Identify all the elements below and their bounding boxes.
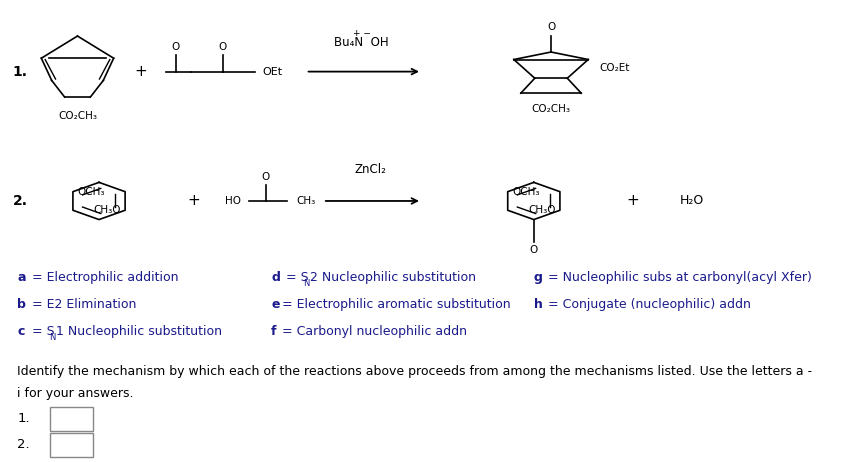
Text: O: O (219, 43, 227, 52)
Text: 1 Nucleophilic substitution: 1 Nucleophilic substitution (56, 325, 222, 338)
Text: 2.: 2. (17, 438, 30, 451)
FancyBboxPatch shape (50, 407, 93, 431)
FancyBboxPatch shape (50, 433, 93, 457)
Text: 1.: 1. (13, 65, 28, 79)
Text: = S: = S (28, 325, 54, 338)
Text: + −: + − (353, 30, 370, 38)
Text: 2.: 2. (13, 194, 28, 208)
Text: = Nucleophilic subs at carbonyl(acyl Xfer): = Nucleophilic subs at carbonyl(acyl Xfe… (544, 271, 812, 284)
Text: CH₃O: CH₃O (528, 205, 555, 215)
Text: = Electrophilic aromatic substitution: = Electrophilic aromatic substitution (282, 298, 511, 311)
Text: O: O (547, 22, 555, 32)
Text: O: O (171, 43, 180, 52)
Text: c: c (17, 325, 25, 338)
Text: h: h (534, 298, 542, 311)
Text: CO₂CH₃: CO₂CH₃ (531, 104, 571, 115)
Text: N: N (303, 279, 309, 288)
Text: Identify the mechanism by which each of the reactions above proceeds from among : Identify the mechanism by which each of … (17, 365, 812, 378)
Text: = S: = S (282, 271, 308, 284)
Text: = Conjugate (nucleophilic) addn: = Conjugate (nucleophilic) addn (544, 298, 751, 311)
Text: g: g (534, 271, 542, 284)
Text: OEt: OEt (263, 67, 283, 77)
Text: CH₃: CH₃ (296, 196, 315, 206)
Text: +: + (627, 194, 639, 208)
Text: ZnCl₂: ZnCl₂ (354, 163, 387, 176)
Text: CO₂CH₃: CO₂CH₃ (58, 111, 97, 121)
Text: H₂O: H₂O (680, 195, 704, 207)
Text: d: d (271, 271, 280, 284)
Text: 1.: 1. (17, 412, 30, 425)
Text: +: + (188, 194, 200, 208)
Text: Bu₄N  OH: Bu₄N OH (334, 36, 389, 49)
Text: 2 Nucleophilic substitution: 2 Nucleophilic substitution (310, 271, 476, 284)
Text: HO: HO (226, 196, 241, 206)
Text: N: N (49, 333, 55, 342)
Text: = E2 Elimination: = E2 Elimination (28, 298, 136, 311)
Text: a: a (17, 271, 26, 284)
Text: CH₃O: CH₃O (93, 205, 121, 215)
Text: e: e (271, 298, 280, 311)
Text: = Carbonyl nucleophilic addn: = Carbonyl nucleophilic addn (282, 325, 467, 338)
Text: OCH₃: OCH₃ (77, 187, 105, 197)
Text: f: f (271, 325, 276, 338)
Text: CO₂Et: CO₂Et (600, 63, 630, 73)
Text: O: O (262, 172, 270, 182)
Text: OCH₃: OCH₃ (512, 187, 540, 197)
Text: O: O (530, 245, 538, 255)
Text: +: + (134, 64, 146, 79)
Text: i for your answers.: i for your answers. (17, 387, 133, 400)
Text: = Electrophilic addition: = Electrophilic addition (28, 271, 178, 284)
Text: b: b (17, 298, 26, 311)
